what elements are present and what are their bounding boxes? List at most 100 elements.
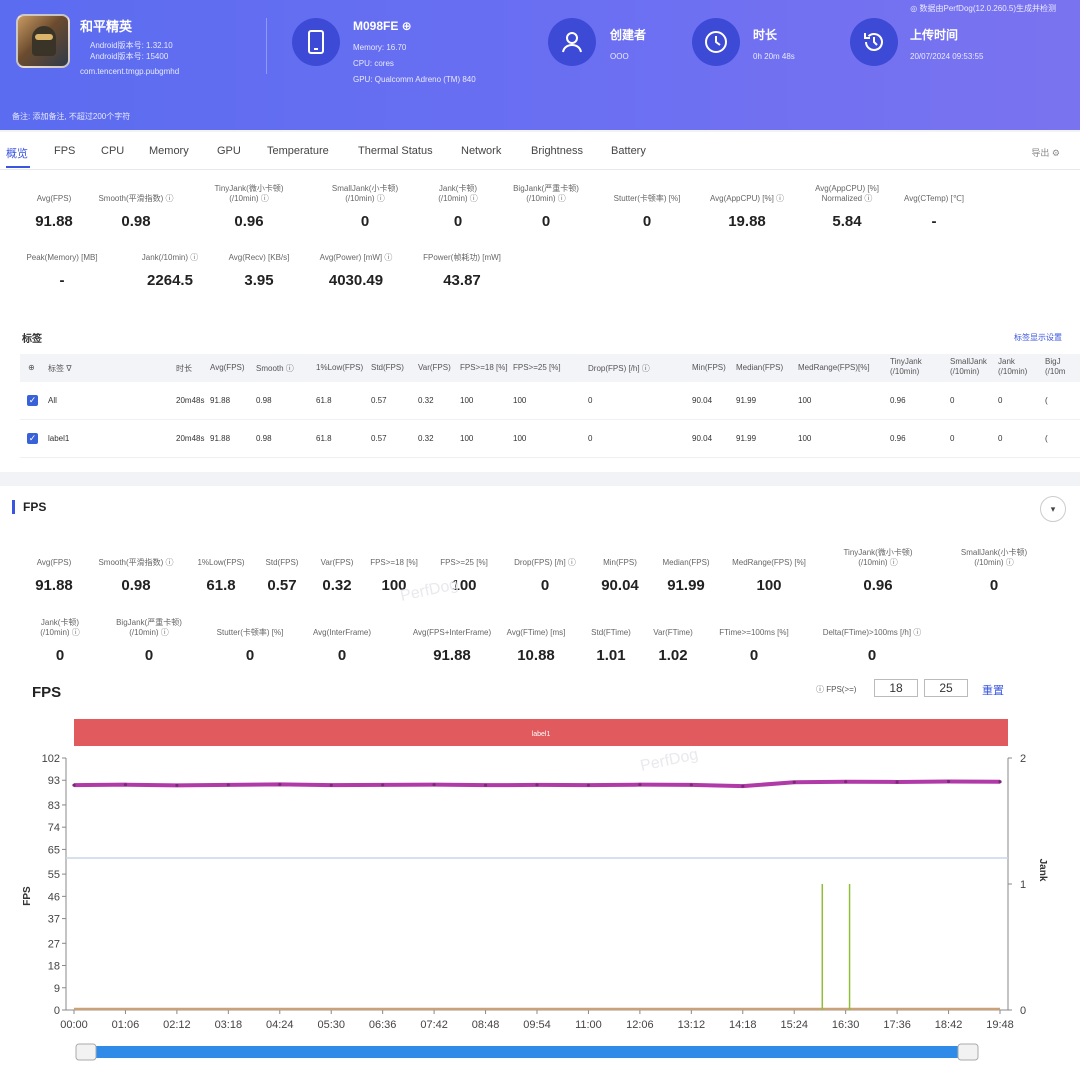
column-header: Avg(FPS) [210, 363, 245, 372]
metric-label: SmallJank(小卡顿) (/10min) ⓘ [331, 184, 399, 203]
x-tick-label: 09:54 [523, 1019, 551, 1031]
export-settings[interactable]: 导出 ⚙ [1031, 148, 1060, 158]
tab-brightness[interactable]: Brightness [531, 145, 583, 157]
metric-value: 0 [642, 213, 652, 230]
metric-label: Jank(/10min) ⓘ [141, 253, 199, 262]
metric-label: Jank(卡顿) (/10min) ⓘ [438, 184, 478, 203]
metric-label: Std(FPS) [265, 558, 299, 567]
overview-card: 概览 FPS CPU Memory GPU Temperature Therma… [0, 132, 1080, 472]
metric-value: 10.88 [517, 647, 555, 664]
metric-value: - [59, 272, 65, 289]
upload-time-title: 上传时间 [910, 28, 959, 42]
metric-value: - [931, 213, 937, 230]
device-icon [292, 18, 340, 66]
tab-thermal-status[interactable]: Thermal Status [358, 145, 433, 157]
duration-title: 时长 [753, 28, 778, 42]
tab-fps[interactable]: FPS [54, 145, 76, 157]
y-right-tick-label: 1 [1020, 879, 1026, 891]
x-tick-label: 02:12 [163, 1019, 191, 1031]
metric-value: 1.01 [596, 647, 626, 664]
tab-battery[interactable]: Battery [611, 145, 646, 157]
metric-value: 0.96 [863, 577, 893, 594]
fps-point [535, 783, 539, 787]
reset-button[interactable]: 重置 [982, 685, 1004, 697]
metric-value: 61.8 [206, 577, 236, 594]
x-tick-label: 17:36 [883, 1019, 911, 1031]
fps-point [741, 784, 745, 788]
app-version-2: Android版本号: 15400 [90, 52, 169, 61]
fps-point [432, 783, 436, 787]
metric-label: TinyJank(微小卡顿) (/10min) ⓘ [214, 184, 284, 203]
metric-value: 0 [867, 647, 877, 664]
table-cell: 100 [460, 396, 474, 405]
table-cell: 0.32 [418, 396, 434, 405]
device-memory: Memory: 16.70 [353, 43, 407, 52]
metric-value: 0.96 [234, 213, 264, 230]
remark-field[interactable]: 备注: 添加备注, 不超过200个字符 [12, 112, 131, 121]
fps-chart: label1 102 93 83 74 65 55 46 37 27 18 9 0 2 1 0 FPS Jank 0… [22, 719, 1048, 1061]
fps-point [946, 779, 951, 784]
tab-gpu[interactable]: GPU [217, 145, 241, 157]
row-checkbox[interactable]: ✓ [27, 395, 38, 406]
labels-title: 标签 [22, 334, 42, 345]
y-tick-label: 37 [48, 914, 60, 926]
column-header: FPS>=18 [%] [460, 363, 508, 372]
metric-label: Avg(InterFrame) [312, 628, 372, 637]
x-tick-label: 03:18 [215, 1019, 243, 1031]
y-tick-label: 27 [48, 938, 60, 950]
metric-value: 0 [540, 577, 550, 594]
y-right-axis-label: Jank [1037, 859, 1048, 882]
metric-label: Std(FTime) [591, 628, 631, 637]
row-checkbox[interactable]: ✓ [27, 433, 38, 444]
y-tick-label: 55 [48, 869, 60, 881]
tab-temperature[interactable]: Temperature [267, 145, 329, 157]
x-tick-label: 13:12 [678, 1019, 706, 1031]
column-header[interactable]: ⊕ [28, 363, 35, 372]
collapse-button[interactable]: ▾ [1040, 496, 1066, 522]
table-cell: 90.04 [692, 434, 713, 443]
fps-point [175, 783, 179, 788]
fps-point [123, 783, 128, 787]
table-row[interactable]: ✓ All 20m48s 91.88 0.98 61.8 0.57 0.32 100 100 0 90… [20, 382, 1080, 420]
table-row[interactable]: ✓ label1 20m48s 91.88 0.98 61.8 0.57 0.32 100 100… [20, 420, 1080, 458]
column-header: Median(FPS) [736, 363, 784, 372]
column-header: Std(FPS) [371, 363, 404, 372]
metric-label: Avg(AppCPU) [%] ⓘ [709, 194, 785, 203]
tab-memory[interactable]: Memory [149, 145, 189, 157]
y-tick-label: 74 [48, 822, 60, 834]
metric-label: Avg(Recv) [KB/s] [228, 253, 290, 262]
y-tick-label: 46 [48, 891, 60, 903]
table-cell: 0 [998, 396, 1003, 405]
fps-threshold-input-2[interactable]: 25 [924, 679, 968, 697]
tab-cpu[interactable]: CPU [101, 145, 125, 157]
metric-label: TinyJank(微小卡顿) (/10min) ⓘ [843, 548, 913, 567]
table-cell: ( [1045, 396, 1048, 405]
metric-value: 0 [541, 213, 551, 230]
metric-value: 3.95 [244, 272, 274, 289]
labels-table-header: ⊕ 标签 ∇ 时长 Avg(FPS) Smooth ⓘ 1%Low(FPS) Std(FPS… [20, 354, 1080, 382]
metric-label: Delta(FTime)>100ms [/h] ⓘ [822, 628, 922, 637]
metric-value: 0 [360, 213, 370, 230]
tab-network[interactable]: Network [461, 145, 502, 157]
label-settings-link[interactable]: 标签显示设置 [1014, 333, 1062, 342]
column-header[interactable]: 标签 ∇ [48, 364, 72, 373]
metric-label: Stutter(卡顿率) [%] [216, 628, 284, 637]
metric-label: 1%Low(FPS) [197, 558, 245, 567]
fps-threshold-input-1[interactable]: 18 [874, 679, 918, 697]
metric-value: 43.87 [443, 272, 481, 289]
active-tab-indicator [6, 166, 30, 168]
label-bar [74, 719, 1008, 746]
table-cell: 100 [460, 434, 474, 443]
table-cell: 0.98 [256, 396, 272, 405]
metric-label: Avg(FPS+InterFrame) [412, 628, 492, 637]
tab-overview[interactable]: 概览 [6, 148, 28, 160]
table-cell: All [48, 396, 57, 405]
metric-value: 91.88 [35, 213, 73, 230]
metric-value: 100 [451, 577, 477, 594]
x-tick-label: 04:24 [266, 1019, 294, 1031]
metric-value: 0 [337, 647, 347, 664]
metric-value: 4030.49 [328, 272, 384, 289]
table-cell: 61.8 [316, 396, 332, 405]
metric-value: 19.88 [728, 213, 766, 230]
y-tick-label: 102 [42, 753, 60, 765]
